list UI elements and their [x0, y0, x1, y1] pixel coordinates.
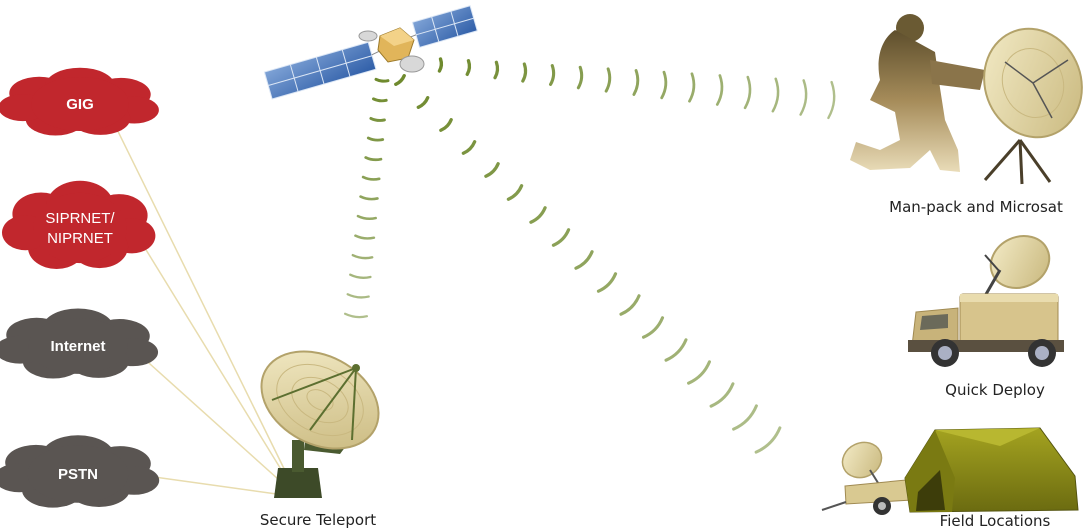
cloud-internet: Internet: [0, 308, 159, 379]
wave-dash: [521, 62, 528, 83]
wave-dash: [493, 60, 500, 80]
wave-dash: [461, 140, 477, 155]
wave-dash: [632, 69, 640, 96]
wave-dash: [529, 206, 547, 224]
wave-dash: [484, 162, 500, 178]
label-field-locations: Field Locations: [940, 512, 1051, 530]
label-manpack: Man-pack and Microsat: [889, 198, 1063, 216]
wave-dash: [374, 77, 390, 83]
link-internet: [139, 354, 299, 498]
dish-antenna-icon: [260, 350, 380, 498]
cloud-links: [104, 104, 299, 498]
cloud-label: NIPRNET: [47, 230, 113, 247]
wave-dash: [551, 228, 571, 247]
wave-dash: [371, 97, 388, 103]
wave-dash: [349, 273, 372, 279]
wave-dash: [369, 116, 386, 122]
wave-dash: [799, 79, 808, 116]
cloud-label: Internet: [50, 338, 105, 355]
link-siprnet: [139, 239, 299, 498]
wave-dash: [754, 426, 782, 454]
signal-waves: [343, 57, 836, 454]
wave-dash: [771, 77, 780, 113]
wave-dash: [660, 70, 668, 100]
wave-dash: [354, 234, 376, 240]
link-pstn: [139, 474, 299, 498]
wave-dash: [687, 360, 711, 385]
label-secure-teleport: Secure Teleport: [260, 511, 376, 529]
tent-icon: [904, 427, 1079, 513]
wave-dash: [343, 312, 369, 319]
cloud-label: PSTN: [58, 466, 98, 483]
wave-dash: [465, 59, 472, 76]
satellite-icon: [263, 5, 478, 100]
cloud-siprnet: SIPRNET/NIPRNET: [2, 180, 156, 269]
wave-dash: [356, 214, 377, 221]
trailer-icon: [821, 441, 913, 515]
wave-dash: [574, 250, 594, 270]
wave-dash: [364, 156, 383, 162]
wave-dash: [709, 382, 735, 408]
cloud-label: SIPRNET/: [45, 210, 115, 227]
cloud-label: GIG: [66, 96, 94, 113]
truck-icon: [908, 235, 1064, 367]
wave-dash: [359, 195, 379, 201]
wave-dash: [549, 64, 556, 86]
wave-dash: [688, 72, 696, 103]
cloud-pstn: PSTN: [0, 435, 160, 508]
link-gig: [104, 104, 299, 498]
wave-dash: [366, 136, 385, 142]
wave-dash: [827, 80, 836, 120]
wave-dash: [351, 253, 374, 260]
wave-dash: [743, 75, 752, 110]
wave-dash: [394, 74, 406, 86]
wave-dash: [576, 65, 584, 90]
wave-dash: [641, 316, 665, 339]
wave-dash: [715, 74, 724, 106]
wave-dash: [437, 57, 444, 73]
wave-dash: [416, 96, 430, 109]
wave-dash: [732, 404, 758, 431]
wave-dash: [664, 338, 688, 362]
wave-dash: [361, 175, 381, 181]
label-quick-deploy: Quick Deploy: [945, 381, 1045, 399]
soldier-icon: [850, 14, 1083, 185]
wave-dash: [604, 67, 612, 93]
wave-dash: [439, 118, 453, 132]
wave-dash: [346, 293, 370, 299]
wave-dash: [619, 294, 641, 316]
wave-dash: [506, 184, 524, 201]
wave-dash: [596, 272, 618, 293]
cloud-gig: GIG: [0, 67, 159, 136]
